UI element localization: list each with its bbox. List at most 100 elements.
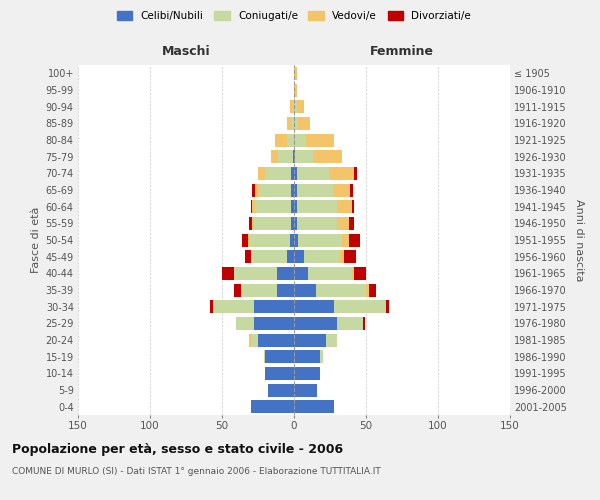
Bar bbox=[250, 334, 251, 346]
Bar bbox=[254, 317, 294, 330]
Bar bbox=[291, 184, 294, 196]
Bar bbox=[265, 350, 294, 363]
Bar bbox=[291, 167, 294, 180]
Bar bbox=[337, 217, 349, 230]
Bar bbox=[294, 117, 298, 130]
Y-axis label: Fasce di età: Fasce di età bbox=[31, 207, 41, 273]
Bar bbox=[214, 300, 254, 313]
Bar bbox=[258, 334, 294, 346]
Bar bbox=[277, 267, 294, 280]
Bar bbox=[245, 250, 251, 263]
Bar bbox=[250, 217, 252, 230]
Bar bbox=[294, 134, 305, 146]
Bar bbox=[294, 84, 297, 96]
Bar bbox=[294, 67, 297, 80]
Text: Popolazione per età, sesso e stato civile - 2006: Popolazione per età, sesso e stato civil… bbox=[12, 442, 343, 456]
Bar bbox=[297, 200, 337, 213]
Bar bbox=[308, 267, 352, 280]
Bar bbox=[340, 250, 344, 263]
Bar bbox=[222, 267, 233, 280]
Bar bbox=[341, 234, 349, 246]
Bar bbox=[291, 200, 294, 213]
Bar bbox=[337, 317, 363, 330]
Bar bbox=[304, 250, 340, 263]
Bar bbox=[297, 217, 337, 230]
Bar bbox=[242, 234, 248, 246]
Bar bbox=[287, 117, 291, 130]
Bar bbox=[241, 284, 277, 296]
Bar bbox=[294, 167, 297, 180]
Bar bbox=[385, 300, 386, 313]
Bar bbox=[254, 300, 294, 313]
Bar bbox=[251, 200, 252, 213]
Bar bbox=[236, 317, 254, 330]
Bar bbox=[294, 350, 320, 363]
Bar bbox=[349, 217, 355, 230]
Bar bbox=[265, 167, 291, 180]
Bar bbox=[233, 284, 241, 296]
Bar bbox=[233, 267, 277, 280]
Text: COMUNE DI MURLO (SI) - Dati ISTAT 1° gennaio 2006 - Elaborazione TUTTITALIA.IT: COMUNE DI MURLO (SI) - Dati ISTAT 1° gen… bbox=[12, 468, 381, 476]
Bar bbox=[320, 350, 323, 363]
Bar bbox=[250, 234, 290, 246]
Bar bbox=[294, 250, 304, 263]
Bar bbox=[264, 350, 265, 363]
Bar bbox=[363, 317, 365, 330]
Bar bbox=[297, 167, 329, 180]
Bar bbox=[251, 334, 258, 346]
Bar bbox=[294, 400, 334, 413]
Bar bbox=[275, 134, 287, 146]
Bar bbox=[291, 117, 294, 130]
Bar bbox=[297, 100, 304, 113]
Bar bbox=[294, 284, 316, 296]
Bar bbox=[298, 117, 310, 130]
Bar bbox=[294, 334, 326, 346]
Bar bbox=[298, 234, 341, 246]
Bar bbox=[271, 150, 278, 163]
Bar bbox=[211, 300, 214, 313]
Bar bbox=[252, 217, 254, 230]
Bar bbox=[352, 200, 355, 213]
Bar bbox=[297, 184, 333, 196]
Bar bbox=[294, 100, 297, 113]
Bar bbox=[294, 150, 295, 163]
Bar bbox=[294, 200, 297, 213]
Bar bbox=[259, 184, 291, 196]
Bar bbox=[294, 384, 317, 396]
Bar bbox=[334, 300, 385, 313]
Bar bbox=[369, 284, 376, 296]
Bar bbox=[255, 200, 291, 213]
Bar bbox=[333, 184, 350, 196]
Bar bbox=[295, 150, 313, 163]
Bar bbox=[258, 167, 265, 180]
Text: Femmine: Femmine bbox=[370, 46, 434, 59]
Bar bbox=[265, 367, 294, 380]
Bar bbox=[355, 167, 358, 180]
Bar bbox=[293, 100, 294, 113]
Bar bbox=[252, 200, 255, 213]
Bar bbox=[290, 100, 293, 113]
Bar bbox=[337, 200, 352, 213]
Bar bbox=[252, 184, 255, 196]
Bar bbox=[278, 150, 293, 163]
Bar bbox=[294, 367, 320, 380]
Bar bbox=[313, 150, 341, 163]
Bar bbox=[344, 250, 356, 263]
Bar bbox=[355, 267, 366, 280]
Bar bbox=[294, 217, 297, 230]
Bar bbox=[350, 184, 353, 196]
Bar bbox=[254, 217, 291, 230]
Bar bbox=[294, 267, 308, 280]
Bar bbox=[255, 184, 259, 196]
Bar bbox=[316, 284, 366, 296]
Bar bbox=[293, 150, 294, 163]
Bar bbox=[386, 300, 389, 313]
Bar bbox=[287, 134, 294, 146]
Bar bbox=[349, 234, 360, 246]
Bar bbox=[294, 234, 298, 246]
Y-axis label: Anni di nascita: Anni di nascita bbox=[574, 198, 584, 281]
Bar bbox=[251, 400, 294, 413]
Bar bbox=[251, 250, 287, 263]
Bar bbox=[291, 217, 294, 230]
Bar bbox=[277, 284, 294, 296]
